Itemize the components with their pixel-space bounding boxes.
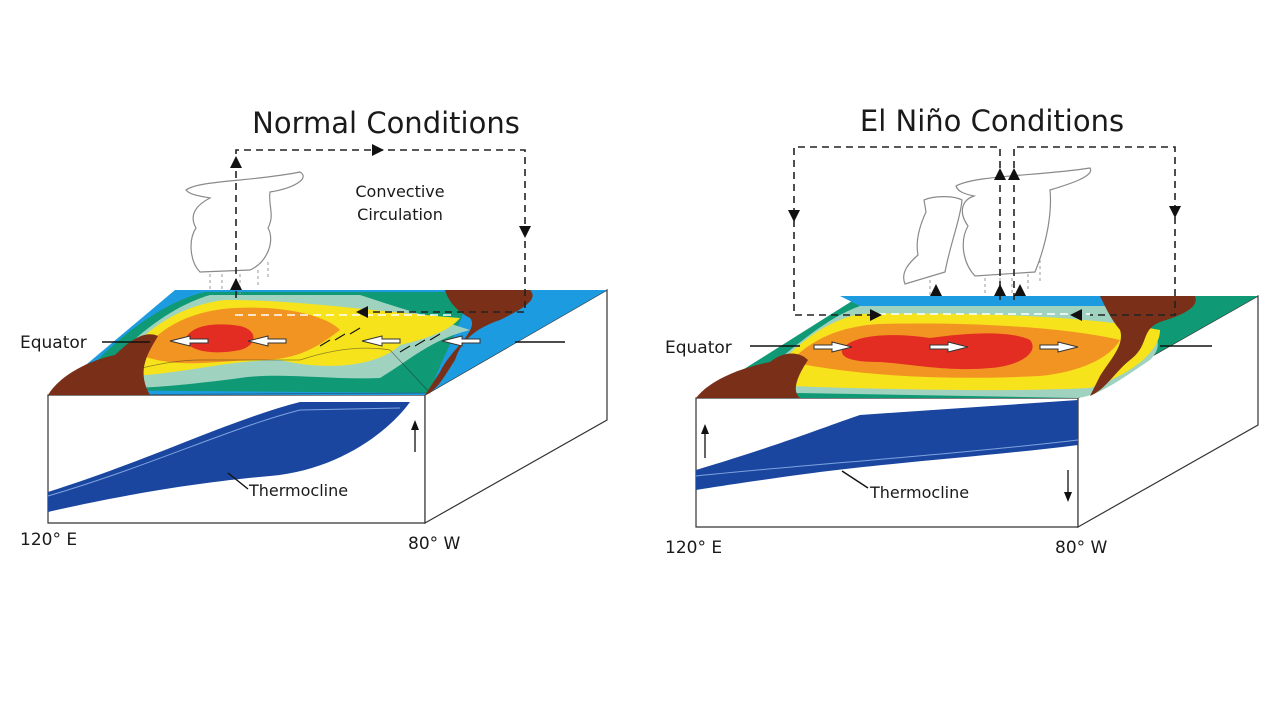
normal-thermocline-label: Thermocline xyxy=(248,481,348,500)
normal-loop-up-arrow-lower xyxy=(230,278,242,290)
normal-trade-wind-arrow-2 xyxy=(247,335,287,347)
elnino-surface-up-arrow-3 xyxy=(1014,284,1026,296)
normal-land-east xyxy=(425,290,533,395)
elnino-loop-west-arrow xyxy=(1070,309,1082,321)
normal-land-west xyxy=(48,334,158,395)
elnino-loop-east-arrow xyxy=(870,309,882,321)
elnino-land-west xyxy=(696,353,808,398)
elnino-coldest-band xyxy=(840,296,1110,306)
normal-warm-pool xyxy=(185,324,254,353)
elnino-conditions-panel: El Niño Conditions Thermocline Equator xyxy=(665,104,1259,558)
elnino-thermocline-label: Thermocline xyxy=(869,483,969,502)
elnino-west-upwelling-arrowhead xyxy=(701,424,709,434)
normal-conditions-panel: Normal Conditions Thermocline Equator xyxy=(20,106,608,554)
normal-trade-wind-arrow-1 xyxy=(169,335,209,347)
elnino-warm-pool xyxy=(841,333,1033,370)
normal-convection-cloud xyxy=(185,171,304,294)
elnino-loop-down-arrow-west xyxy=(788,210,800,222)
elnino-title: El Niño Conditions xyxy=(860,104,1124,138)
normal-upwelling-arrowhead xyxy=(411,420,419,430)
elnino-wind-arrow-3 xyxy=(1039,341,1079,353)
elnino-loop-up-arrow-2 xyxy=(1008,168,1020,180)
elnino-loop-down-arrow-east xyxy=(1169,206,1181,218)
normal-loop-west-arrow xyxy=(356,306,368,318)
elnino-east-loop xyxy=(1013,146,1176,316)
normal-circulation-label-2: Circulation xyxy=(357,205,443,224)
elnino-loop-up-arrow-1 xyxy=(994,168,1006,180)
normal-equator-label: Equator xyxy=(20,333,87,353)
elnino-equator-label: Equator xyxy=(665,338,732,358)
elnino-west-loop xyxy=(793,146,1001,316)
elnino-wind-arrow-1 xyxy=(813,341,853,353)
elnino-west-longitude: 120° E xyxy=(665,538,722,558)
normal-current-arrows xyxy=(319,327,441,353)
elnino-convection-cloud xyxy=(903,167,1092,296)
elnino-surface-up-arrow-2 xyxy=(994,284,1006,296)
normal-east-longitude: 80° W xyxy=(408,534,461,554)
normal-west-longitude: 120° E xyxy=(20,530,77,550)
normal-loop-down-arrow xyxy=(519,226,531,238)
elnino-thermocline-line xyxy=(695,439,1079,477)
elnino-east-downwelling-arrowhead xyxy=(1064,492,1072,502)
normal-circulation-label-1: Convective xyxy=(355,182,444,201)
normal-thermocline-layer xyxy=(48,402,410,512)
normal-loop-up-arrow xyxy=(230,156,242,168)
elnino-east-longitude: 80° W xyxy=(1055,538,1108,558)
elnino-wind-arrow-2 xyxy=(929,341,969,353)
normal-trade-wind-arrow-3 xyxy=(361,335,401,347)
normal-title: Normal Conditions xyxy=(252,106,520,140)
normal-convective-loop xyxy=(235,149,526,313)
elnino-surface-up-arrow-1 xyxy=(930,284,942,296)
normal-trade-wind-arrow-4 xyxy=(441,335,481,347)
normal-loop-east-arrow xyxy=(372,144,384,156)
elnino-land-east xyxy=(1090,296,1196,396)
elnino-thermocline-leader xyxy=(841,470,869,489)
normal-thermocline-leader xyxy=(227,472,249,490)
normal-thermocline-line xyxy=(47,407,401,497)
